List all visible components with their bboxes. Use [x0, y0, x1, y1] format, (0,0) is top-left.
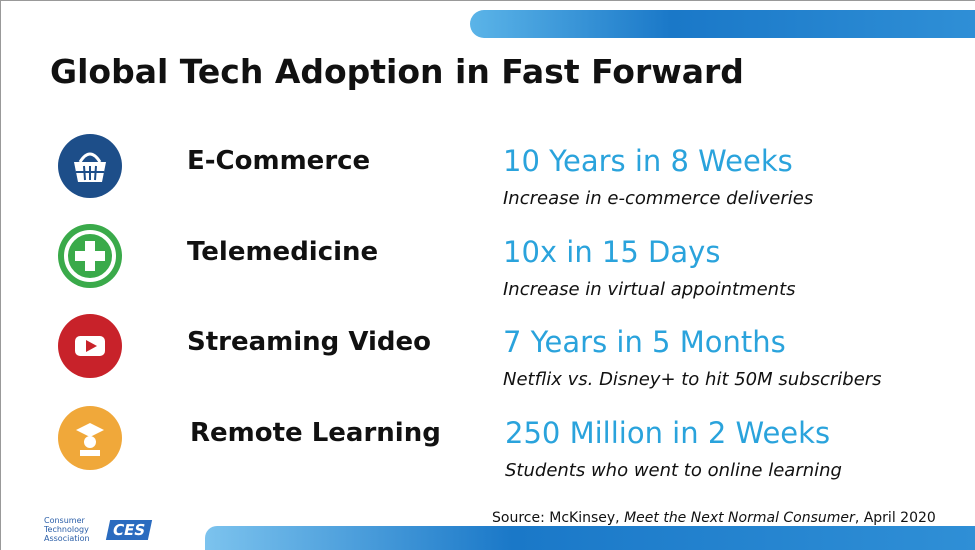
icons [58, 134, 122, 470]
top-bar [470, 10, 975, 38]
source-suffix: , April 2020 [854, 510, 936, 526]
description: Netflix vs. Disney+ to hit 50M subscribe… [503, 369, 882, 390]
source: Source: McKinsey, Meet the Next Normal C… [492, 510, 936, 526]
category: Telemedicine [187, 237, 379, 267]
category: Remote Learning [190, 418, 441, 448]
headline: 7 Years in 5 Months [503, 325, 786, 359]
basket-icon [58, 134, 122, 198]
headline: 10x in 15 Days [503, 235, 721, 269]
title: Global Tech Adoption in Fast Forward [50, 52, 744, 91]
source-prefix: Source: McKinsey, [492, 510, 625, 526]
description: Students who went to online learning [505, 460, 842, 481]
source-work: Meet the Next Normal Consumer [624, 510, 855, 526]
play-icon [58, 314, 122, 378]
category: E-Commerce [187, 146, 371, 176]
ces-logo: CES [105, 520, 153, 540]
org-line: Technology [44, 525, 89, 534]
org-line: Association [44, 534, 90, 543]
headline: 250 Million in 2 Weeks [505, 416, 831, 450]
category: Streaming Video [187, 327, 432, 357]
headline: 10 Years in 8 Weeks [503, 144, 793, 178]
description: Increase in e-commerce deliveries [503, 188, 814, 209]
bottom-bar [205, 526, 975, 550]
learning-icon [58, 406, 122, 470]
org-line: Consumer [44, 516, 85, 525]
plus-icon [58, 224, 122, 288]
description: Increase in virtual appointments [503, 279, 796, 300]
